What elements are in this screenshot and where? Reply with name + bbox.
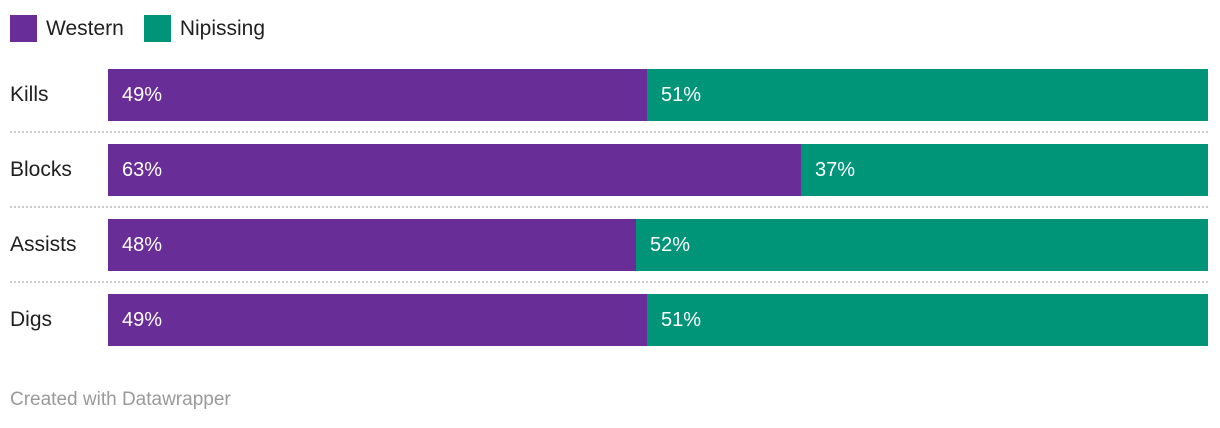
value-label: 49% xyxy=(122,308,163,331)
bar-segment-western: 49% xyxy=(108,294,647,346)
datawrapper-credit: Created with Datawrapper xyxy=(10,389,231,410)
bar-segment-nipissing: 52% xyxy=(636,219,1208,271)
chart-row: Digs 49% 51% xyxy=(10,294,1208,346)
bar-segment-nipissing: 51% xyxy=(647,294,1208,346)
legend-swatch xyxy=(10,14,37,42)
row-separator xyxy=(10,206,1208,208)
value-label: 48% xyxy=(122,233,163,256)
value-label: 51% xyxy=(661,308,702,331)
value-label: 37% xyxy=(815,158,856,181)
stacked-bar: 49% 51% xyxy=(108,294,1208,346)
chart-rows: Kills 49% 51% Blocks 63% 37% Assists 48% xyxy=(10,69,1208,346)
row-separator xyxy=(10,281,1208,283)
legend: Western Nipissing xyxy=(10,14,1208,42)
chart-row: Blocks 63% 37% xyxy=(10,144,1208,196)
legend-item: Nipissing xyxy=(143,14,266,42)
value-label: 49% xyxy=(122,83,163,106)
legend-label: Western xyxy=(46,16,124,40)
bar-segment-western: 48% xyxy=(108,219,636,271)
stacked-bar: 63% 37% xyxy=(108,144,1208,196)
bar-segment-nipissing: 37% xyxy=(801,144,1208,196)
legend-swatch xyxy=(143,14,171,42)
legend-label: Nipissing xyxy=(179,16,266,40)
category-label: Blocks xyxy=(10,158,72,181)
bar-segment-western: 49% xyxy=(108,69,647,121)
value-label: 63% xyxy=(122,158,163,181)
category-label: Assists xyxy=(10,233,77,256)
category-label: Kills xyxy=(10,83,49,106)
row-separator xyxy=(10,131,1208,133)
chart-row: Kills 49% 51% xyxy=(10,69,1208,121)
chart-row: Assists 48% 52% xyxy=(10,219,1208,271)
value-label: 52% xyxy=(650,233,691,256)
bar-segment-nipissing: 51% xyxy=(647,69,1208,121)
category-label: Digs xyxy=(10,308,53,331)
stacked-bar: 48% 52% xyxy=(108,219,1208,271)
bar-segment-western: 63% xyxy=(108,144,801,196)
stacked-bar: 49% 51% xyxy=(108,69,1208,121)
legend-item: Western xyxy=(10,14,124,42)
value-label: 51% xyxy=(661,83,702,106)
